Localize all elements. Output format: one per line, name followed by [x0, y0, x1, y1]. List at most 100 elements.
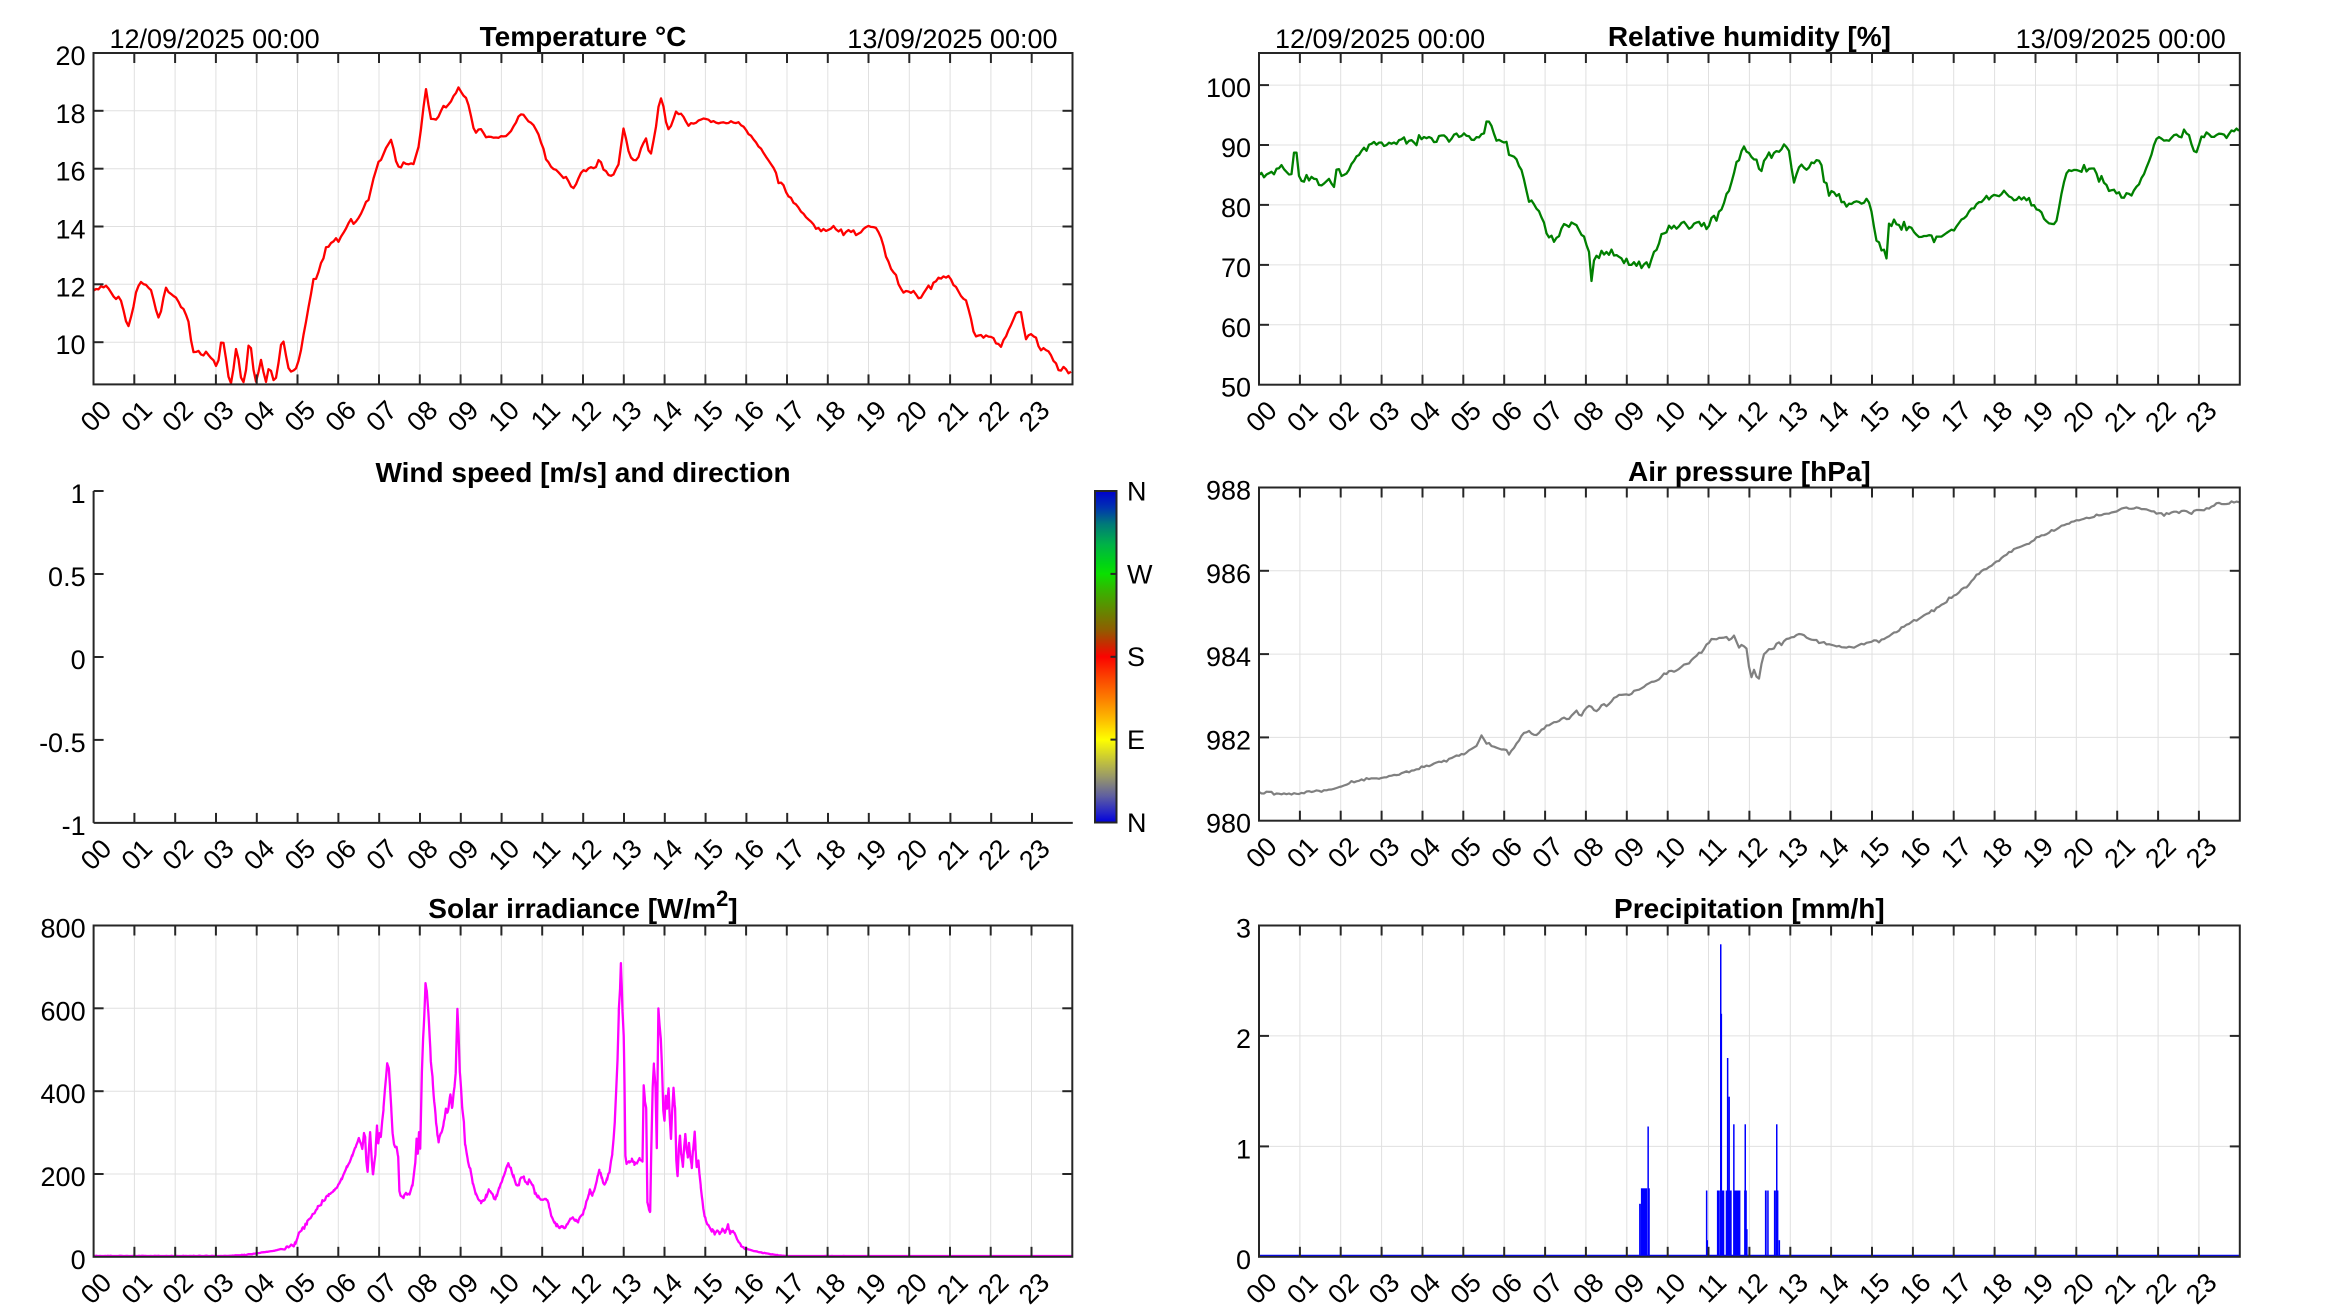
svg-text:09: 09 [442, 833, 484, 875]
svg-text:21: 21 [2098, 1267, 2140, 1309]
svg-text:11: 11 [525, 1267, 566, 1308]
svg-text:Relative humidity [%]: Relative humidity [%] [1608, 21, 1891, 52]
svg-text:13/09/2025 00:00: 13/09/2025 00:00 [2016, 24, 2226, 54]
svg-text:09: 09 [1608, 831, 1650, 873]
svg-text:16: 16 [728, 833, 770, 875]
svg-text:05: 05 [1445, 395, 1487, 437]
svg-text:03: 03 [1363, 831, 1405, 873]
svg-text:05: 05 [1445, 831, 1487, 873]
svg-text:01: 01 [116, 1267, 158, 1309]
svg-text:11: 11 [525, 395, 566, 436]
svg-text:Air pressure [hPa]: Air pressure [hPa] [1628, 456, 1871, 487]
svg-text:07: 07 [1526, 1267, 1568, 1309]
svg-text:10: 10 [483, 1267, 525, 1309]
svg-text:22: 22 [972, 833, 1014, 875]
svg-text:19: 19 [2017, 1267, 2059, 1309]
svg-text:08: 08 [1567, 395, 1609, 437]
svg-text:16: 16 [1894, 395, 1936, 437]
svg-text:0: 0 [71, 645, 86, 675]
svg-text:90: 90 [1221, 133, 1251, 163]
svg-text:08: 08 [401, 395, 443, 437]
svg-text:800: 800 [41, 914, 86, 944]
svg-text:1: 1 [71, 479, 86, 509]
svg-text:04: 04 [238, 833, 280, 875]
svg-text:10: 10 [55, 330, 85, 360]
svg-text:07: 07 [360, 1267, 402, 1309]
svg-text:16: 16 [55, 157, 85, 187]
svg-text:07: 07 [1526, 831, 1568, 873]
svg-text:21: 21 [2098, 395, 2140, 437]
svg-text:60: 60 [1221, 313, 1251, 343]
svg-text:21: 21 [931, 1267, 973, 1309]
svg-text:23: 23 [1013, 395, 1055, 437]
svg-text:19: 19 [850, 1267, 892, 1309]
svg-text:17: 17 [768, 395, 810, 437]
svg-text:10: 10 [483, 833, 525, 875]
svg-text:23: 23 [2180, 395, 2222, 437]
svg-text:01: 01 [116, 395, 158, 437]
svg-text:14: 14 [646, 833, 688, 875]
svg-text:18: 18 [809, 1267, 851, 1309]
svg-text:20: 20 [2058, 831, 2100, 873]
svg-text:05: 05 [279, 833, 321, 875]
svg-text:12: 12 [1731, 1267, 1773, 1309]
svg-text:12: 12 [564, 395, 606, 437]
svg-text:05: 05 [1445, 1267, 1487, 1309]
svg-text:12: 12 [1731, 395, 1773, 437]
svg-text:06: 06 [1485, 831, 1527, 873]
svg-text:19: 19 [2017, 395, 2059, 437]
svg-text:14: 14 [646, 1267, 688, 1309]
svg-text:1: 1 [1236, 1134, 1251, 1164]
svg-text:17: 17 [1935, 831, 1977, 873]
svg-text:22: 22 [972, 395, 1014, 437]
svg-text:02: 02 [1322, 831, 1364, 873]
svg-text:15: 15 [1853, 1267, 1895, 1309]
svg-text:3: 3 [1236, 914, 1251, 944]
svg-text:16: 16 [1894, 1267, 1936, 1309]
svg-text:600: 600 [41, 996, 86, 1026]
svg-text:12: 12 [564, 1267, 606, 1309]
svg-text:13: 13 [605, 833, 647, 875]
svg-text:19: 19 [2017, 831, 2059, 873]
svg-text:21: 21 [2098, 831, 2140, 873]
svg-text:03: 03 [1363, 395, 1405, 437]
svg-text:200: 200 [41, 1162, 86, 1192]
svg-text:20: 20 [2058, 1267, 2100, 1309]
svg-text:13: 13 [605, 395, 647, 437]
svg-text:15: 15 [1853, 395, 1895, 437]
svg-text:17: 17 [1935, 395, 1977, 437]
svg-text:06: 06 [320, 395, 362, 437]
svg-text:Wind speed [m/s] and direction: Wind speed [m/s] and direction [375, 457, 790, 488]
svg-text:22: 22 [2139, 1267, 2181, 1309]
svg-text:S: S [1127, 642, 1145, 672]
svg-text:20: 20 [891, 395, 933, 437]
svg-text:11: 11 [1691, 831, 1732, 872]
svg-text:00: 00 [75, 395, 117, 437]
svg-text:Solar irradiance [W/m2]: Solar irradiance [W/m2] [428, 886, 737, 924]
svg-text:-0.5: -0.5 [39, 728, 86, 758]
svg-text:06: 06 [1485, 1267, 1527, 1309]
svg-text:-1: -1 [62, 811, 86, 841]
svg-text:01: 01 [1281, 831, 1323, 873]
svg-text:22: 22 [2139, 395, 2181, 437]
svg-text:13: 13 [1772, 1267, 1814, 1309]
svg-text:Precipitation [mm/h]: Precipitation [mm/h] [1614, 893, 1885, 924]
svg-text:10: 10 [1649, 1267, 1691, 1309]
svg-text:11: 11 [525, 833, 566, 874]
svg-text:13: 13 [1772, 831, 1814, 873]
svg-text:19: 19 [850, 395, 892, 437]
svg-text:06: 06 [320, 1267, 362, 1309]
svg-text:04: 04 [1404, 1267, 1446, 1309]
svg-text:12/09/2025 00:00: 12/09/2025 00:00 [110, 24, 320, 54]
svg-text:20: 20 [890, 1267, 932, 1309]
svg-text:15: 15 [1853, 831, 1895, 873]
svg-text:23: 23 [1013, 1267, 1055, 1309]
svg-text:09: 09 [1608, 1267, 1650, 1309]
svg-text:10: 10 [1649, 831, 1691, 873]
svg-text:15: 15 [687, 1267, 729, 1309]
svg-text:18: 18 [809, 395, 851, 437]
svg-text:17: 17 [768, 833, 810, 875]
svg-text:04: 04 [238, 395, 280, 437]
svg-text:18: 18 [55, 99, 85, 129]
svg-text:12: 12 [564, 833, 606, 875]
